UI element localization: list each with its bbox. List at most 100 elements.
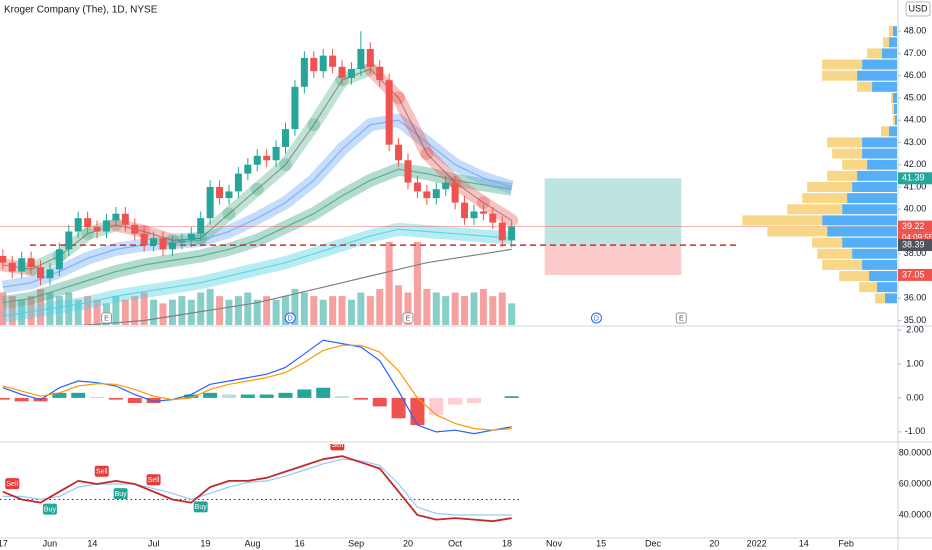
profile-down (893, 115, 896, 126)
profile-up (872, 81, 897, 92)
histogram-bar (14, 397, 29, 402)
histogram-bar (146, 397, 161, 404)
y-tick-label: 35.00 (904, 315, 927, 325)
y-tick-label: 41.00 (904, 181, 927, 191)
target-zone (544, 178, 682, 246)
candle-body (216, 186, 224, 199)
price-label: 39.22 (902, 221, 925, 231)
y-tick-label: 60.0000 (899, 478, 932, 488)
candle-body (489, 213, 497, 223)
profile-down (822, 59, 863, 70)
profile-up (867, 159, 897, 170)
profile-down (807, 181, 853, 192)
profile-down (881, 126, 890, 137)
histogram-bar (297, 389, 312, 398)
volume-bar (376, 288, 384, 325)
signal-box (5, 478, 20, 490)
candle-body (244, 164, 252, 174)
stop-zone (544, 245, 682, 275)
candle-body (442, 182, 450, 190)
volume-bar (366, 296, 374, 325)
profile-down (802, 193, 848, 204)
volume-bar (112, 296, 120, 325)
volume-bar (131, 296, 139, 325)
histogram-bar (221, 394, 236, 398)
volume-bar (55, 296, 63, 325)
candle-body (225, 191, 233, 199)
volume-bar (310, 296, 318, 325)
volume-bar (291, 288, 299, 325)
event-label: E (406, 315, 411, 322)
candle-body (55, 249, 63, 270)
histogram-bar (52, 392, 67, 398)
candle-body (84, 218, 92, 228)
profile-up (877, 282, 897, 293)
x-tick-label: Aug (245, 538, 261, 548)
volume-bar (263, 296, 271, 325)
histogram-bar (240, 394, 255, 398)
event-label: D (288, 315, 293, 322)
candle-body (310, 57, 318, 72)
profile-up (869, 271, 897, 282)
signal-label: Sell (96, 469, 108, 476)
volume-bar (423, 288, 431, 325)
profile-up (847, 193, 897, 204)
histogram-bar (335, 396, 350, 398)
volume-bar (0, 292, 7, 325)
volume-bar (385, 241, 393, 325)
signal-label: Sell (148, 477, 160, 484)
price-label: 37.05 (902, 269, 925, 279)
histogram-bar (259, 394, 274, 398)
candle-body (168, 242, 176, 250)
macd-line (2, 339, 512, 435)
volume-bar (404, 292, 412, 325)
profile-up (862, 59, 897, 70)
histogram-bar (0, 397, 10, 400)
volume-bar (347, 299, 355, 325)
profile-up (852, 248, 897, 259)
candle-body (74, 218, 82, 232)
volume-bar (27, 296, 35, 325)
y-tick-label: 40.00 (904, 204, 927, 214)
volume-bar (244, 292, 252, 325)
histogram-bar (316, 387, 331, 398)
event-marker (284, 312, 296, 324)
signal-box (193, 501, 208, 513)
profile-down (832, 148, 863, 159)
y-tick-label: 45.00 (904, 92, 927, 102)
y-tick-label: 36.00 (904, 293, 927, 303)
x-tick-label: Feb (838, 538, 854, 548)
candle-body (432, 189, 440, 199)
candle-body (93, 227, 101, 232)
volume-bar (413, 241, 421, 325)
event-marker (675, 312, 687, 324)
profile-up (862, 259, 897, 270)
ma-line (2, 168, 512, 304)
profile-up (893, 92, 897, 103)
signal-box (42, 503, 57, 515)
candle-body (0, 255, 7, 263)
histogram-bar (203, 392, 218, 398)
x-tick-label: 14 (87, 538, 97, 548)
profile-up (882, 48, 897, 59)
histogram-bar (108, 397, 123, 400)
profile-up (885, 293, 897, 304)
candle-body (121, 213, 129, 225)
candle-body (234, 173, 242, 192)
candle-body (291, 86, 299, 130)
x-tick-label: 20 (403, 538, 413, 548)
volume-bar (159, 303, 167, 325)
volume-bar (84, 296, 92, 325)
candle-body (187, 233, 195, 241)
candle-body (329, 55, 337, 67)
profile-up (889, 126, 897, 137)
histogram-bar (278, 392, 293, 398)
profile-up (895, 115, 897, 126)
candle-body (159, 238, 167, 250)
profile-down (817, 248, 853, 259)
candle-body (376, 66, 384, 81)
signal-label: Buy (44, 507, 57, 514)
